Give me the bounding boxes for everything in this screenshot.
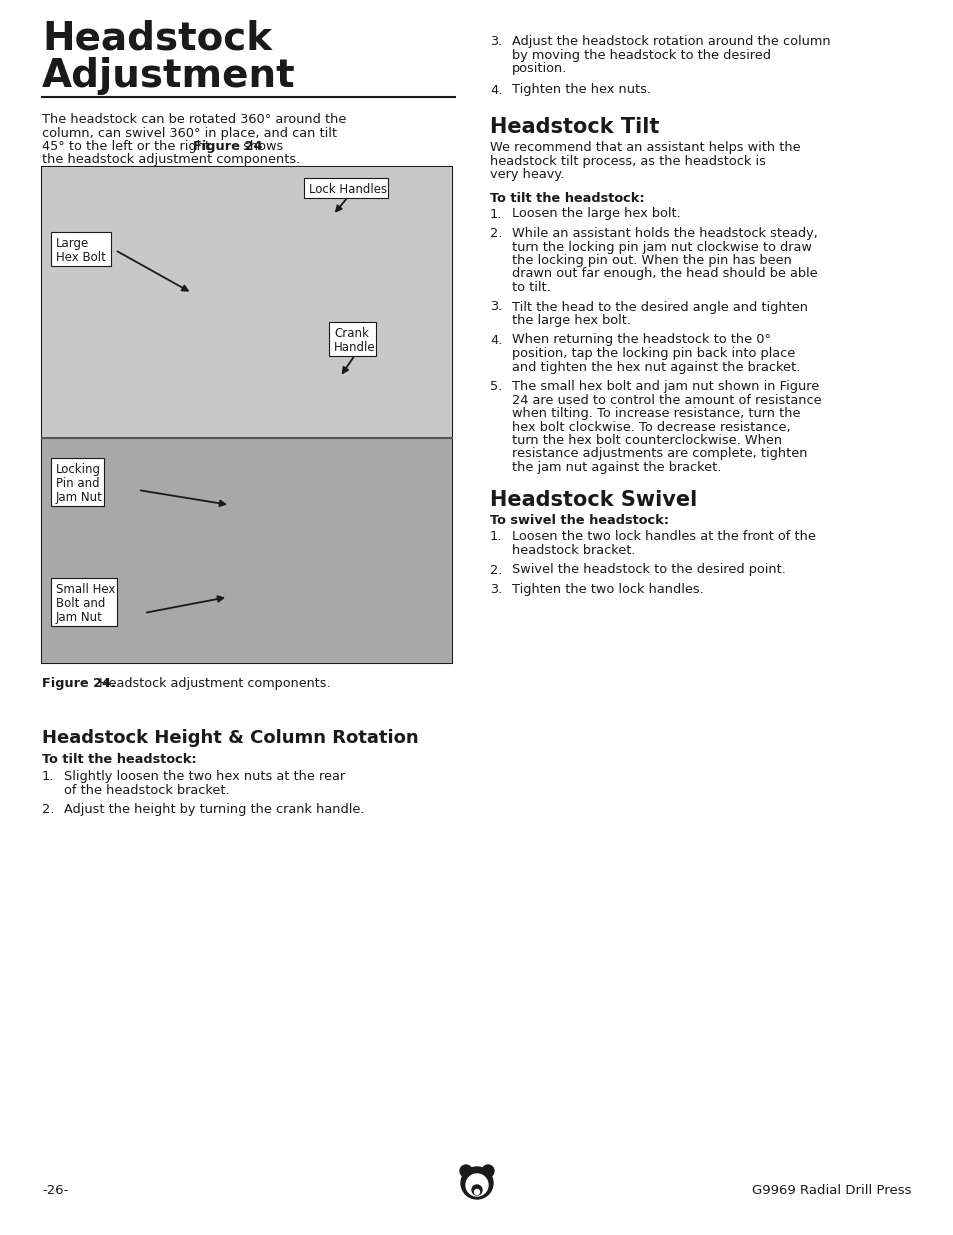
Text: Slightly loosen the two hex nuts at the rear: Slightly loosen the two hex nuts at the … xyxy=(64,769,345,783)
Text: very heavy.: very heavy. xyxy=(490,168,563,182)
Text: 1.: 1. xyxy=(490,531,502,543)
Text: the locking pin out. When the pin has been: the locking pin out. When the pin has be… xyxy=(512,254,791,267)
Text: Headstock Swivel: Headstock Swivel xyxy=(490,490,697,510)
Text: of the headstock bracket.: of the headstock bracket. xyxy=(64,783,230,797)
Text: To swivel the headstock:: To swivel the headstock: xyxy=(490,515,668,527)
Text: shows: shows xyxy=(238,140,283,153)
Text: Jam Nut: Jam Nut xyxy=(56,492,103,504)
Text: 45° to the left or the right.: 45° to the left or the right. xyxy=(42,140,218,153)
Text: 1.: 1. xyxy=(42,769,54,783)
Text: Headstock Height & Column Rotation: Headstock Height & Column Rotation xyxy=(42,729,418,747)
Text: 3.: 3. xyxy=(490,300,501,314)
Circle shape xyxy=(479,1177,483,1181)
Text: Small Hex: Small Hex xyxy=(56,583,115,597)
FancyBboxPatch shape xyxy=(51,232,111,266)
Circle shape xyxy=(470,1177,474,1181)
Circle shape xyxy=(460,1167,493,1199)
Text: by moving the headstock to the desired: by moving the headstock to the desired xyxy=(512,48,770,62)
Text: the headstock adjustment components.: the headstock adjustment components. xyxy=(42,153,300,167)
Text: headstock bracket.: headstock bracket. xyxy=(512,543,635,557)
Text: drawn out far enough, the head should be able: drawn out far enough, the head should be… xyxy=(512,268,817,280)
Circle shape xyxy=(474,1189,479,1194)
FancyBboxPatch shape xyxy=(51,578,116,626)
Text: Adjust the headstock rotation around the column: Adjust the headstock rotation around the… xyxy=(512,35,830,48)
Text: Headstock: Headstock xyxy=(42,20,272,58)
Text: Lock Handles: Lock Handles xyxy=(309,183,387,196)
Text: 2.: 2. xyxy=(490,563,502,577)
Text: 2.: 2. xyxy=(490,227,502,240)
Text: position.: position. xyxy=(512,62,567,75)
Text: Headstock adjustment components.: Headstock adjustment components. xyxy=(95,677,331,690)
Text: Locking: Locking xyxy=(56,463,101,475)
Text: the jam nut against the bracket.: the jam nut against the bracket. xyxy=(512,461,720,474)
Text: 24 are used to control the amount of resistance: 24 are used to control the amount of res… xyxy=(512,394,821,406)
Text: 4.: 4. xyxy=(490,84,501,96)
Text: 3.: 3. xyxy=(490,35,501,48)
Text: Figure 24: Figure 24 xyxy=(193,140,263,153)
Text: 3.: 3. xyxy=(490,583,501,597)
Text: Jam Nut: Jam Nut xyxy=(56,611,103,624)
FancyBboxPatch shape xyxy=(51,458,104,506)
Text: Tilt the head to the desired angle and tighten: Tilt the head to the desired angle and t… xyxy=(512,300,807,314)
Text: To tilt the headstock:: To tilt the headstock: xyxy=(42,753,196,766)
Text: Loosen the two lock handles at the front of the: Loosen the two lock handles at the front… xyxy=(512,531,815,543)
Text: The headstock can be rotated 360° around the: The headstock can be rotated 360° around… xyxy=(42,112,346,126)
Text: position, tap the locking pin back into place: position, tap the locking pin back into … xyxy=(512,347,795,359)
Text: To tilt the headstock:: To tilt the headstock: xyxy=(490,191,644,205)
Text: We recommend that an assistant helps with the: We recommend that an assistant helps wit… xyxy=(490,141,800,154)
Text: to tilt.: to tilt. xyxy=(512,282,550,294)
Text: G9969 Radial Drill Press: G9969 Radial Drill Press xyxy=(752,1184,911,1197)
Text: Swivel the headstock to the desired point.: Swivel the headstock to the desired poin… xyxy=(512,563,785,577)
Text: Bolt and: Bolt and xyxy=(56,597,105,610)
Text: 4.: 4. xyxy=(490,333,501,347)
FancyBboxPatch shape xyxy=(329,322,375,356)
Text: When returning the headstock to the 0°: When returning the headstock to the 0° xyxy=(512,333,770,347)
Text: Adjust the height by turning the crank handle.: Adjust the height by turning the crank h… xyxy=(64,803,364,816)
Text: The small hex bolt and jam nut shown in Figure: The small hex bolt and jam nut shown in … xyxy=(512,380,819,393)
Text: column, can swivel 360° in place, and can tilt: column, can swivel 360° in place, and ca… xyxy=(42,126,336,140)
Text: turn the hex bolt counterclockwise. When: turn the hex bolt counterclockwise. When xyxy=(512,433,781,447)
Text: and tighten the hex nut against the bracket.: and tighten the hex nut against the brac… xyxy=(512,361,800,373)
FancyBboxPatch shape xyxy=(42,167,452,437)
Text: Adjustment: Adjustment xyxy=(42,57,295,95)
Circle shape xyxy=(481,1165,494,1177)
Text: Pin and: Pin and xyxy=(56,477,99,490)
Text: Crank: Crank xyxy=(334,327,369,340)
Text: Loosen the large hex bolt.: Loosen the large hex bolt. xyxy=(512,207,680,221)
Text: Large: Large xyxy=(56,237,90,249)
Circle shape xyxy=(459,1165,472,1177)
Text: when tilting. To increase resistance, turn the: when tilting. To increase resistance, tu… xyxy=(512,408,800,420)
FancyBboxPatch shape xyxy=(304,178,388,198)
Text: Hex Bolt: Hex Bolt xyxy=(56,251,106,264)
Text: Tighten the hex nuts.: Tighten the hex nuts. xyxy=(512,84,650,96)
Text: Figure 24.: Figure 24. xyxy=(42,677,115,690)
Text: Tighten the two lock handles.: Tighten the two lock handles. xyxy=(512,583,703,597)
Text: 2.: 2. xyxy=(42,803,54,816)
Circle shape xyxy=(472,1186,481,1195)
FancyBboxPatch shape xyxy=(42,167,452,663)
Circle shape xyxy=(465,1174,488,1195)
Text: 5.: 5. xyxy=(490,380,501,393)
Text: While an assistant holds the headstock steady,: While an assistant holds the headstock s… xyxy=(512,227,817,240)
Text: hex bolt clockwise. To decrease resistance,: hex bolt clockwise. To decrease resistan… xyxy=(512,420,790,433)
FancyBboxPatch shape xyxy=(42,438,452,663)
Text: 1.: 1. xyxy=(490,207,502,221)
Text: -26-: -26- xyxy=(42,1184,69,1197)
Text: the large hex bolt.: the large hex bolt. xyxy=(512,314,630,327)
Text: turn the locking pin jam nut clockwise to draw: turn the locking pin jam nut clockwise t… xyxy=(512,241,811,253)
Text: Headstock Tilt: Headstock Tilt xyxy=(490,117,659,137)
Text: headstock tilt process, as the headstock is: headstock tilt process, as the headstock… xyxy=(490,154,765,168)
Text: Handle: Handle xyxy=(334,341,375,354)
Text: resistance adjustments are complete, tighten: resistance adjustments are complete, tig… xyxy=(512,447,806,461)
